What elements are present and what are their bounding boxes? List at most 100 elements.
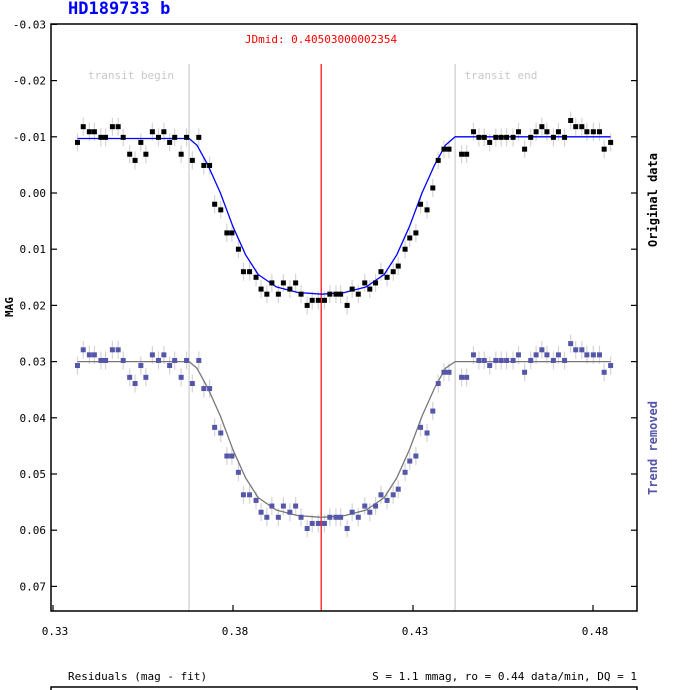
data-point-original — [384, 274, 390, 280]
data-point-trend-removed — [550, 357, 556, 363]
data-point-original — [315, 297, 321, 303]
data-point-trend-removed — [568, 341, 574, 347]
data-point-trend-removed — [275, 514, 281, 520]
data-point-original — [349, 286, 355, 292]
data-point-original — [390, 269, 396, 275]
data-point-trend-removed — [196, 357, 202, 363]
data-point-trend-removed — [229, 453, 235, 459]
data-point-trend-removed — [86, 352, 92, 358]
fit-curve-trend-removed — [77, 360, 611, 518]
data-point-original — [402, 246, 408, 252]
data-point-trend-removed — [240, 492, 246, 498]
x-tick-label: 0.43 — [402, 625, 429, 638]
x-tick-label: 0.33 — [42, 625, 69, 638]
data-point-original — [504, 134, 510, 140]
data-point-original — [235, 246, 241, 252]
data-point-trend-removed — [390, 492, 396, 498]
data-point-original — [584, 129, 590, 135]
data-point-trend-removed — [247, 492, 253, 498]
data-point-trend-removed — [91, 352, 97, 358]
data-point-trend-removed — [207, 386, 213, 392]
error-bars — [76, 111, 612, 538]
data-point-trend-removed — [441, 369, 447, 375]
data-point-trend-removed — [413, 453, 419, 459]
data-point-trend-removed — [407, 458, 413, 464]
data-point-original — [287, 286, 293, 292]
data-point-trend-removed — [562, 357, 568, 363]
data-point-original — [80, 124, 86, 130]
y-tick-label: 0.07 — [20, 580, 47, 593]
data-point-trend-removed — [373, 503, 379, 509]
chart-title: HD189733 b — [68, 0, 170, 19]
data-point-original — [74, 139, 80, 145]
data-point-original — [373, 280, 379, 286]
y-tick-label: 0.02 — [20, 299, 47, 312]
data-point-original — [555, 129, 561, 135]
data-point-trend-removed — [304, 526, 310, 532]
fit-curve-original — [77, 136, 611, 295]
data-point-trend-removed — [269, 503, 275, 509]
data-point-original — [601, 146, 607, 152]
data-point-original — [515, 129, 521, 135]
data-point-trend-removed — [539, 347, 545, 353]
data-point-original — [264, 291, 270, 297]
data-point-trend-removed — [132, 381, 138, 387]
data-point-trend-removed — [189, 381, 195, 387]
data-point-trend-removed — [80, 347, 86, 353]
data-point-original — [298, 291, 304, 297]
data-point-trend-removed — [161, 352, 167, 358]
data-point-trend-removed — [544, 352, 550, 358]
data-point-trend-removed — [435, 381, 441, 387]
y-tick-label: -0.02 — [13, 75, 46, 88]
data-point-trend-removed — [424, 430, 430, 436]
data-point-trend-removed — [287, 509, 293, 515]
data-point-original — [481, 134, 487, 140]
jdmid-label: JDmid: 0.40503000002354 — [245, 33, 398, 46]
data-point-original — [470, 129, 476, 135]
data-point-original — [493, 134, 499, 140]
data-points — [74, 118, 614, 532]
data-point-original — [293, 280, 299, 286]
data-point-trend-removed — [533, 352, 539, 358]
data-point-original — [562, 134, 568, 140]
data-point-original — [446, 146, 452, 152]
data-point-original — [161, 129, 167, 135]
data-point-trend-removed — [309, 520, 315, 526]
data-point-trend-removed — [528, 357, 534, 363]
data-point-trend-removed — [143, 374, 149, 380]
data-point-original — [98, 134, 104, 140]
data-point-trend-removed — [109, 347, 115, 353]
data-point-trend-removed — [327, 514, 333, 520]
data-point-original — [149, 129, 155, 135]
data-point-original — [362, 280, 368, 286]
data-point-original — [333, 291, 339, 297]
marker-lines — [188, 64, 456, 611]
data-point-trend-removed — [487, 363, 493, 369]
residuals-stats: S = 1.1 mmag, ro = 0.44 data/min, DQ = 1 — [372, 670, 637, 683]
data-point-original — [550, 134, 556, 140]
data-point-original — [280, 280, 286, 286]
axes: -0.03 -0.02 -0.01 0.00 0.01 0.02 0.03 0.04 0.05 0… — [13, 18, 637, 638]
data-point-trend-removed — [103, 357, 109, 363]
y-tick-label: -0.03 — [13, 18, 46, 31]
y-tick-label: 0.00 — [20, 187, 47, 200]
data-point-trend-removed — [498, 357, 504, 363]
data-point-original — [355, 291, 361, 297]
data-point-original — [441, 146, 447, 152]
data-point-trend-removed — [504, 357, 510, 363]
data-point-original — [167, 139, 173, 145]
data-point-trend-removed — [98, 357, 104, 363]
data-point-trend-removed — [178, 374, 184, 380]
data-point-original — [344, 302, 350, 308]
data-point-trend-removed — [601, 369, 607, 375]
data-point-original — [476, 134, 482, 140]
data-point-trend-removed — [315, 520, 321, 526]
data-point-original — [378, 269, 384, 275]
x-tick-label: 0.38 — [222, 625, 249, 638]
data-point-original — [212, 201, 218, 207]
data-point-original — [498, 134, 504, 140]
data-point-original — [258, 286, 264, 292]
transit-begin-label: transit begin — [88, 69, 174, 82]
data-point-original — [424, 207, 430, 213]
data-point-trend-removed — [573, 347, 579, 353]
